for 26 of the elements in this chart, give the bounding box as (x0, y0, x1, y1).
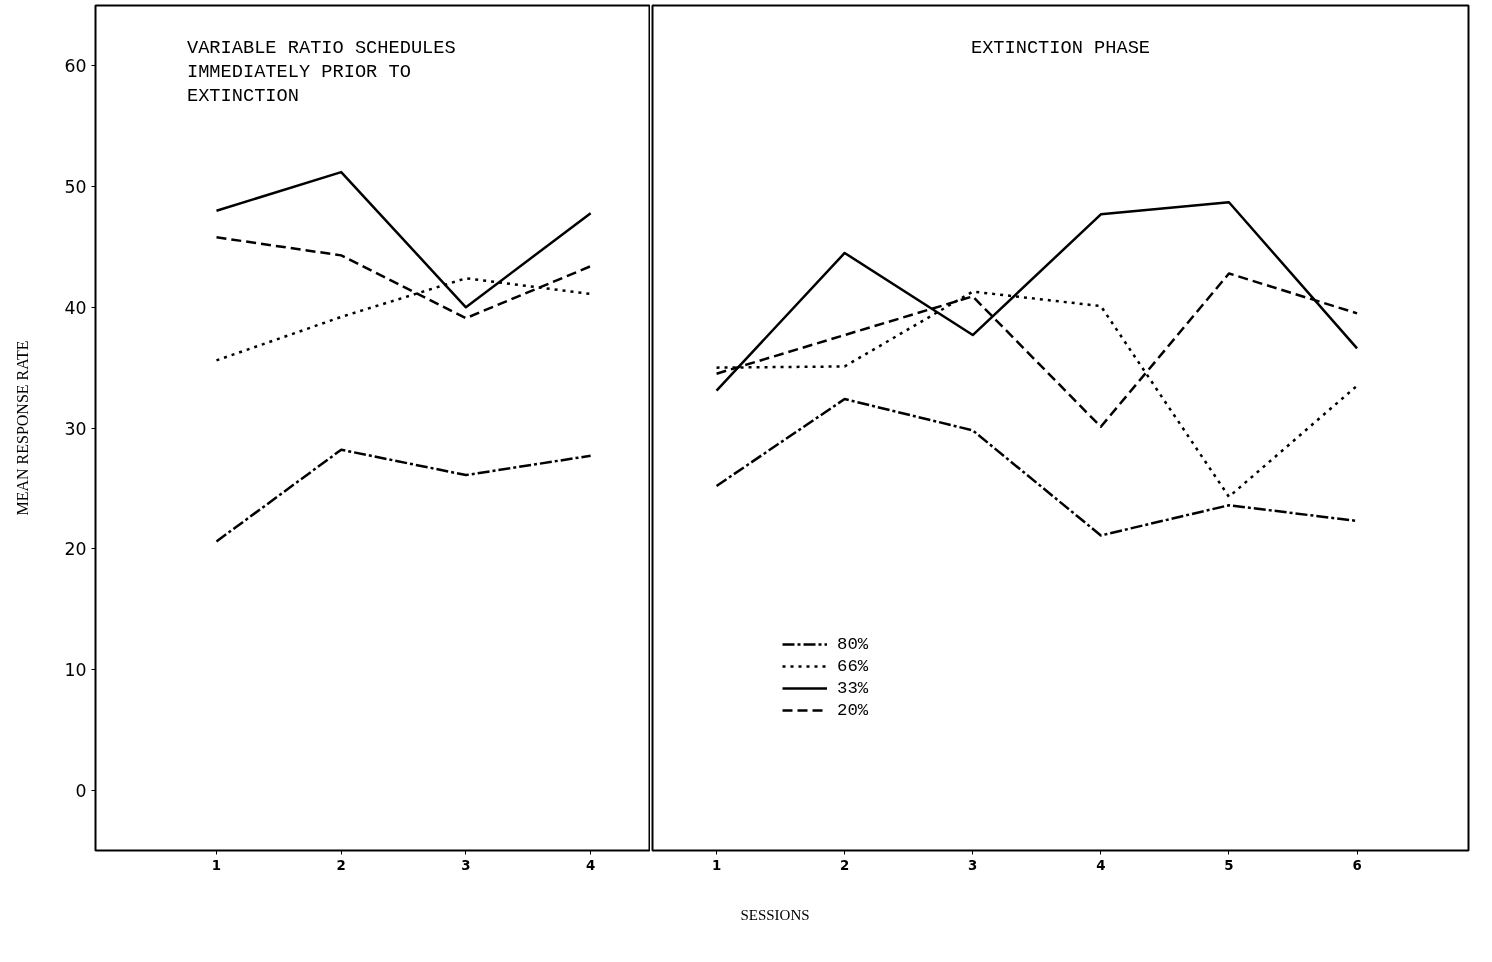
y-tick-label: 40 (64, 297, 87, 318)
x-tick-label: 1 (711, 857, 722, 873)
line-series (215, 448, 592, 543)
y-tick-label: 20 (64, 539, 87, 560)
x-axis-title: SESSIONS (740, 906, 810, 925)
text: EXTINCTION PHASE (970, 36, 1151, 59)
x-tick-label: 4 (1096, 857, 1106, 873)
legend-label: 66% (837, 656, 869, 676)
y-tick-label: 30 (64, 418, 87, 439)
legend-label: 20% (837, 700, 869, 720)
y-axis-title: MEAN RESPONSE RATE (14, 340, 32, 516)
x-tick-label: 5 (1224, 857, 1234, 873)
text: VARIABLE RATIO SCHEDULES IMMEDIATELY PRIOR TO EXTINCTION (186, 36, 456, 108)
y-tick-label: 60 (64, 56, 87, 77)
legend-label: 80% (837, 634, 869, 654)
x-tick-label: 2 (336, 857, 346, 873)
legend-label: 33% (837, 678, 869, 698)
x-tick-label: 3 (968, 857, 978, 873)
y-tick-label: 0 (75, 780, 87, 801)
x-tick-label: 3 (461, 857, 471, 873)
y-tick-label: 10 (64, 659, 87, 680)
x-tick-label: 6 (1352, 857, 1362, 873)
x-tick-label: 1 (211, 857, 222, 873)
x-tick-label: 2 (840, 857, 850, 873)
y-tick-label: 50 (64, 177, 87, 198)
x-tick-label: 4 (586, 857, 596, 873)
